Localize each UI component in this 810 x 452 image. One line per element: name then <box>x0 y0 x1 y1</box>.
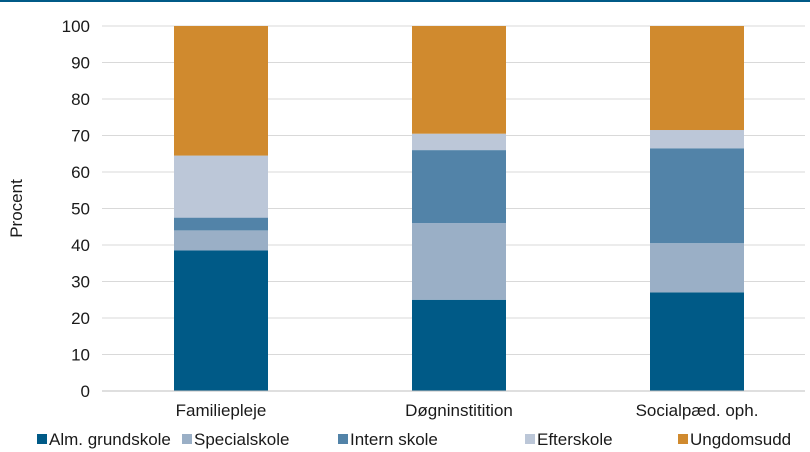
legend-label: Ungdomsudd <box>690 430 791 449</box>
y-axis-title: Procent <box>7 179 26 238</box>
bar-segment-Døgninstitition-Specialskole <box>412 223 506 300</box>
bar-segment-Socialpæd. oph.-Specialskole <box>650 243 744 293</box>
x-category-label: Socialpæd. oph. <box>636 401 759 420</box>
bar-segment-Familiepleje-Specialskole <box>174 230 268 251</box>
y-tick-label: 90 <box>71 54 90 73</box>
bar-segment-Familiepleje-Ungdomsudd <box>174 26 268 156</box>
legend-swatch-Alm. grundskole <box>37 434 47 444</box>
y-tick-label: 30 <box>71 273 90 292</box>
x-category-label: Familiepleje <box>176 401 267 420</box>
y-tick-label: 70 <box>71 127 90 146</box>
bar-segment-Socialpæd. oph.-Intern skole <box>650 148 744 244</box>
legend-label: Efterskole <box>537 430 613 449</box>
bar-segment-Socialpæd. oph.-Alm. grundskole <box>650 292 744 391</box>
legend-swatch-Efterskole <box>525 434 535 444</box>
y-tick-label: 10 <box>71 346 90 365</box>
bar-segment-Socialpæd. oph.-Ungdomsudd <box>650 26 744 131</box>
bar-segment-Familiepleje-Alm. grundskole <box>174 250 268 391</box>
legend-label: Alm. grundskole <box>49 430 171 449</box>
bar-segment-Døgninstitition-Ungdomsudd <box>412 26 506 134</box>
bar-segment-Familiepleje-Intern skole <box>174 217 268 231</box>
bar-segment-Socialpæd. oph.-Efterskole <box>650 130 744 149</box>
bar-segment-Familiepleje-Efterskole <box>174 155 268 218</box>
legend-label: Specialskole <box>194 430 289 449</box>
y-tick-label: 50 <box>71 200 90 219</box>
legend-swatch-Intern skole <box>338 434 348 444</box>
x-category-label: Døgninstitition <box>405 401 513 420</box>
y-tick-label: 20 <box>71 309 90 328</box>
bar-segment-Døgninstitition-Efterskole <box>412 133 506 151</box>
bar-segment-Døgninstitition-Alm. grundskole <box>412 299 506 391</box>
bar-segment-Døgninstitition-Intern skole <box>412 150 506 224</box>
legend-swatch-Ungdomsudd <box>678 434 688 444</box>
top-rule <box>0 0 810 2</box>
y-tick-label: 80 <box>71 90 90 109</box>
legend-swatch-Specialskole <box>182 434 192 444</box>
y-tick-label: 40 <box>71 236 90 255</box>
legend-label: Intern skole <box>350 430 438 449</box>
y-tick-label: 100 <box>62 17 90 36</box>
y-tick-label: 0 <box>81 382 90 401</box>
y-tick-label: 60 <box>71 163 90 182</box>
